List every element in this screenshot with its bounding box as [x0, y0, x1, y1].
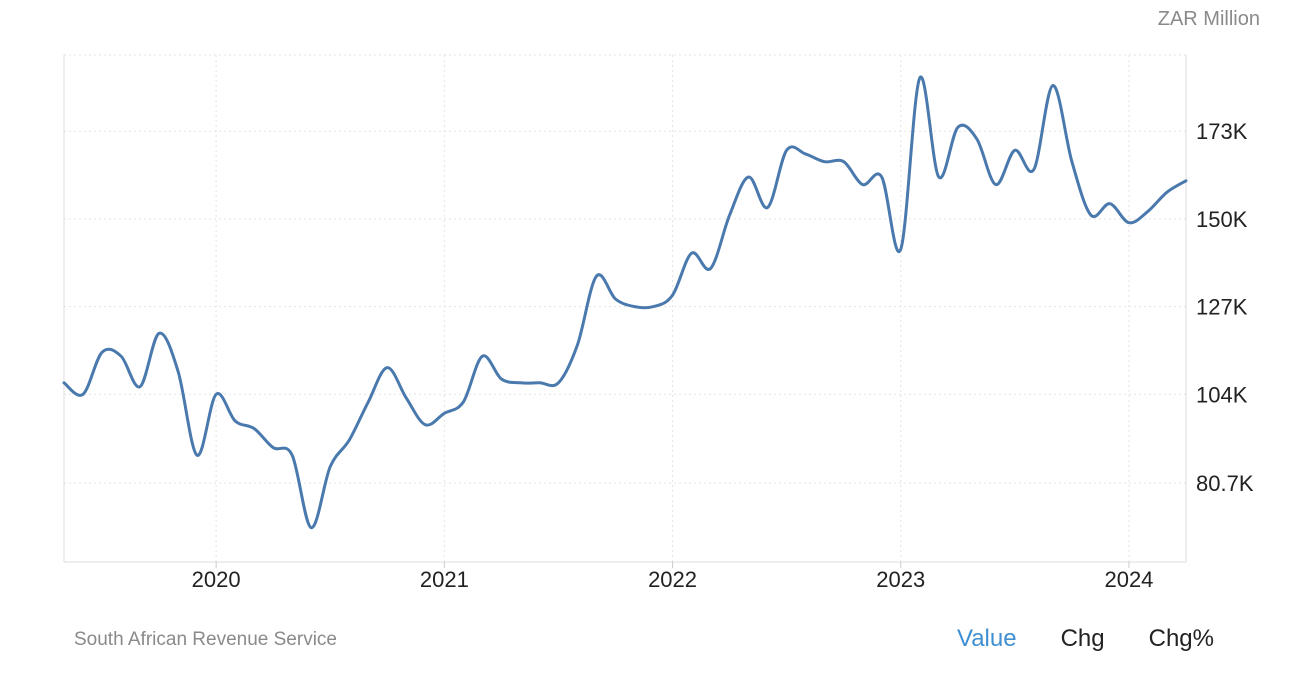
y-tick-label: 127K [1196, 295, 1248, 320]
chart-tick-labels: 80.7K 104K 127K 150K 173K 2020 2021 2022 2023 202… [192, 119, 1254, 592]
y-tick-label: 80.7K [1196, 471, 1254, 496]
x-tick-label: 2022 [648, 567, 697, 592]
source-label: South African Revenue Service [74, 629, 337, 650]
chart-axes [63, 55, 1187, 568]
chart-series [62, 75, 1188, 530]
unit-label: ZAR Million [1157, 8, 1260, 30]
tab-chg-percent[interactable]: Chg% [1148, 625, 1214, 652]
x-tick-label: 2021 [420, 567, 469, 592]
x-tick-label: 2023 [876, 567, 925, 592]
tab-value[interactable]: Value [956, 625, 1017, 652]
view-tabs: Value Chg Chg% [957, 625, 1214, 653]
x-tick-label: 2020 [192, 567, 241, 592]
y-tick-label: 104K [1196, 382, 1248, 407]
y-tick-label: 173K [1196, 119, 1248, 144]
x-tick-label: 2024 [1104, 567, 1153, 592]
series-line [62, 75, 1188, 530]
y-tick-label: 150K [1196, 207, 1248, 232]
tab-chg[interactable]: Chg [1060, 625, 1105, 652]
chart-grid [64, 54, 1186, 562]
